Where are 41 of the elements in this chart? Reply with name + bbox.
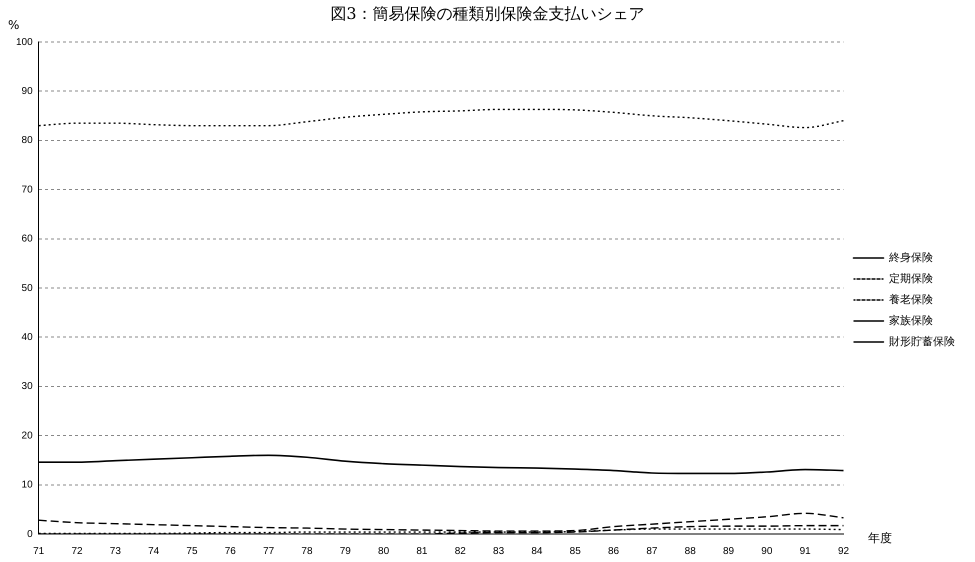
x-axis-title: 年度: [868, 530, 892, 547]
y-tick-label: 60: [22, 234, 34, 245]
x-tick-label: 89: [722, 546, 735, 557]
y-tick-label: 30: [22, 381, 34, 392]
x-tick-label: 71: [33, 546, 45, 557]
x-tick-label: 83: [493, 546, 505, 557]
x-tick-label: 80: [378, 546, 390, 557]
x-tick-label: 76: [224, 546, 236, 557]
x-tick-label: 82: [454, 546, 466, 557]
y-tick-label: 80: [22, 135, 34, 146]
legend-label: 定期保険: [889, 272, 933, 286]
chart-title: 図3：簡易保険の種類別保険金支払いシェア: [330, 4, 645, 23]
y-tick-label: 50: [22, 282, 34, 294]
x-tick-label: 85: [570, 546, 582, 557]
x-tick-label: 79: [340, 546, 352, 557]
y-tick-label: 10: [22, 480, 34, 491]
x-tick-label: 84: [531, 546, 543, 557]
legend-label: 財形貯蓄保険: [889, 335, 955, 348]
legend-label: 終身保険: [888, 252, 933, 264]
x-tick-label: 86: [608, 546, 620, 557]
legend-label: 家族保険: [889, 314, 933, 328]
y-tick-label: 70: [22, 184, 34, 196]
x-tick-label: 78: [301, 546, 313, 557]
x-tick-label: 91: [800, 546, 812, 557]
x-tick-label: 73: [110, 546, 122, 557]
y-axis-title: %: [8, 18, 20, 32]
y-tick-label: 100: [16, 36, 34, 48]
x-tick-label: 75: [186, 546, 198, 557]
x-tick-label: 72: [71, 546, 84, 557]
x-tick-label: 88: [684, 546, 696, 557]
legend-label: 養老保険: [889, 293, 933, 306]
x-tick-label: 74: [148, 546, 160, 557]
x-tick-label: 81: [416, 546, 428, 557]
y-tick-label: 40: [22, 332, 34, 343]
x-tick-label: 90: [761, 546, 773, 557]
y-tick-label: 20: [22, 430, 34, 442]
x-tick-label: 92: [838, 546, 850, 557]
y-tick-label: 0: [27, 528, 34, 540]
x-tick-label: 77: [263, 546, 275, 557]
y-tick-label: 90: [22, 86, 34, 97]
x-tick-label: 87: [646, 546, 658, 557]
